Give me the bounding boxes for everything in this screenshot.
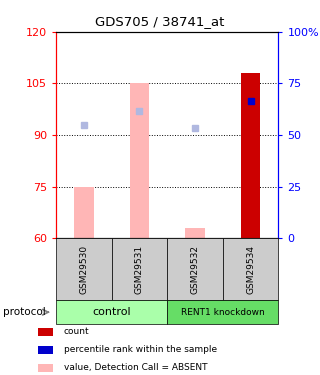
- Text: GSM29534: GSM29534: [246, 244, 255, 294]
- Text: GSM29531: GSM29531: [135, 244, 144, 294]
- Text: RENT1 knockdown: RENT1 knockdown: [181, 308, 265, 316]
- Text: protocol: protocol: [3, 307, 46, 317]
- Bar: [74, 187, 93, 238]
- Text: percentile rank within the sample: percentile rank within the sample: [64, 345, 217, 354]
- Text: value, Detection Call = ABSENT: value, Detection Call = ABSENT: [64, 363, 207, 372]
- Text: GSM29532: GSM29532: [190, 244, 199, 294]
- Text: GSM29530: GSM29530: [79, 244, 88, 294]
- Text: control: control: [92, 307, 131, 317]
- Text: GDS705 / 38741_at: GDS705 / 38741_at: [95, 15, 225, 28]
- Text: count: count: [64, 327, 90, 336]
- Bar: [130, 84, 149, 238]
- Bar: [185, 228, 205, 238]
- Bar: [241, 73, 260, 238]
